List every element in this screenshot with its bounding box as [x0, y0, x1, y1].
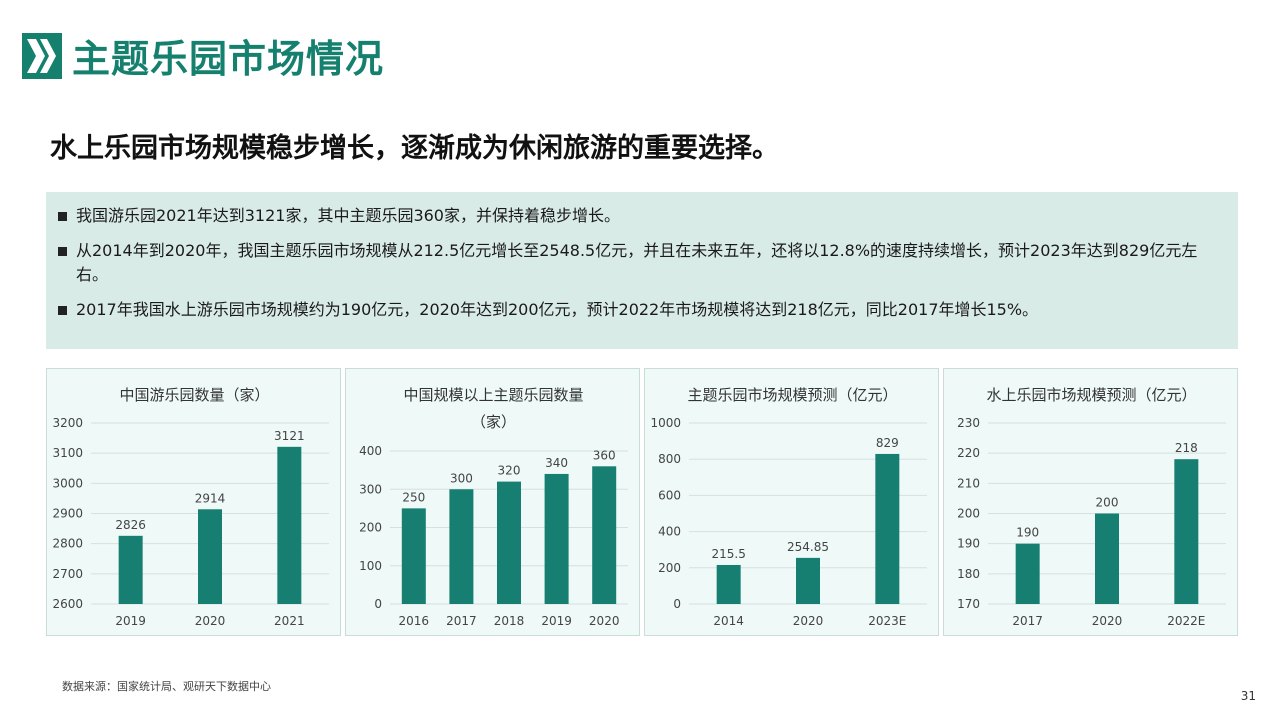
y-tick-label: 1000 — [650, 416, 681, 430]
page-subtitle: 水上乐园市场规模稳步增长，逐渐成为休闲旅游的重要选择。 — [50, 133, 779, 164]
bar-chart: 主题乐园市场规模预测（亿元） 0 200 400 600 800 1000 215.5 2014… — [650, 386, 927, 628]
y-tick-label: 300 — [359, 482, 382, 496]
bar — [1015, 543, 1040, 604]
bar — [1095, 513, 1119, 604]
y-tick-label: 200 — [359, 521, 382, 535]
data-label: 300 — [450, 471, 473, 485]
bar-chart: 中国游乐园数量（家） 2600 2700 2800 2900 3000 3100 3200 28… — [52, 386, 329, 628]
y-tick-label: 220 — [957, 446, 980, 460]
y-tick-label: 2900 — [52, 507, 83, 521]
bullet-item: 从2014年到2020年，我国主题乐园市场规模从212.5亿元增长至2548.5… — [56, 239, 1224, 287]
y-tick-label: 200 — [957, 507, 980, 521]
x-tick-label: 2014 — [713, 614, 744, 628]
y-tick-label: 2800 — [52, 537, 83, 551]
y-tick-label: 3200 — [52, 416, 83, 430]
page-number: 31 — [1240, 689, 1256, 703]
x-tick-label: 2017 — [1012, 614, 1043, 628]
bar — [544, 473, 569, 604]
y-tick-label: 0 — [673, 597, 681, 611]
data-label: 360 — [593, 448, 616, 462]
y-tick-label: 200 — [658, 561, 681, 575]
x-tick-label: 2020 — [1092, 614, 1123, 628]
bar — [1174, 459, 1199, 604]
data-label: 3121 — [274, 429, 305, 443]
y-tick-label: 180 — [957, 567, 980, 581]
y-tick-label: 400 — [359, 444, 382, 458]
y-tick-label: 230 — [957, 416, 980, 430]
data-label: 2826 — [115, 518, 146, 532]
chart-title: 主题乐园市场规模预测（亿元） — [687, 386, 897, 404]
data-label: 829 — [876, 436, 899, 450]
bar — [449, 489, 474, 604]
bar — [875, 453, 900, 604]
chart-title: （家） — [471, 413, 516, 431]
chart-title: 水上乐园市场规模预测（亿元） — [986, 386, 1196, 404]
bar — [796, 557, 820, 604]
x-tick-label: 2023E — [868, 614, 906, 628]
data-label: 2914 — [195, 491, 226, 505]
chart-panel-water-park-market: 水上乐园市场规模预测（亿元） 170 180 190 200 210 220 230 190 20… — [943, 368, 1238, 636]
y-tick-label: 0 — [374, 597, 382, 611]
chart-title: 中国规模以上主题乐园数量 — [403, 386, 583, 404]
page-title: 主题乐园市场情况 — [72, 37, 385, 81]
x-tick-label: 2016 — [399, 614, 430, 628]
bar — [277, 446, 302, 604]
x-tick-label: 2020 — [589, 614, 620, 628]
x-tick-label: 2022E — [1167, 614, 1205, 628]
summary-box: 我国游乐园2021年达到3121家，其中主题乐园360家，并保持着稳步增长。 从… — [46, 192, 1238, 349]
x-tick-label: 2017 — [446, 614, 477, 628]
data-label: 320 — [498, 464, 521, 478]
y-tick-label: 170 — [957, 597, 980, 611]
data-label: 200 — [1096, 496, 1119, 510]
x-tick-label: 2018 — [494, 614, 525, 628]
y-tick-label: 2600 — [52, 597, 83, 611]
bar-chart: 中国规模以上主题乐园数量 （家） 0 100 200 300 400 250 2016 300 20… — [359, 386, 628, 628]
y-tick-label: 800 — [658, 452, 681, 466]
data-label: 254.85 — [787, 540, 829, 554]
data-label: 218 — [1175, 441, 1198, 455]
x-tick-label: 2020 — [793, 614, 824, 628]
bullet-item: 2017年我国水上游乐园市场规模约为190亿元，2020年达到200亿元，预计2… — [56, 298, 1224, 322]
y-tick-label: 100 — [359, 559, 382, 573]
bar — [401, 508, 426, 604]
y-tick-label: 190 — [957, 537, 980, 551]
chevron-icon — [22, 33, 62, 79]
y-tick-label: 600 — [658, 488, 681, 502]
x-tick-label: 2019 — [541, 614, 572, 628]
y-tick-label: 3100 — [52, 446, 83, 460]
y-tick-label: 2700 — [52, 567, 83, 581]
data-label: 215.5 — [711, 547, 745, 561]
chart-panel-theme-park-market: 主题乐园市场规模预测（亿元） 0 200 400 600 800 1000 215.5 2014… — [644, 368, 939, 636]
chart-panel-amusement-parks: 中国游乐园数量（家） 2600 2700 2800 2900 3000 3100 3200 28… — [46, 368, 341, 636]
y-tick-label: 400 — [658, 525, 681, 539]
x-tick-label: 2020 — [195, 614, 226, 628]
chart-panel-theme-parks: 中国规模以上主题乐园数量 （家） 0 100 200 300 400 250 2016 300 20… — [345, 368, 640, 636]
bar — [716, 564, 741, 604]
data-label: 190 — [1016, 526, 1039, 540]
bullet-item: 我国游乐园2021年达到3121家，其中主题乐园360家，并保持着稳步增长。 — [56, 204, 1224, 228]
bar — [497, 481, 521, 604]
data-label: 250 — [402, 490, 425, 504]
bar — [118, 535, 143, 604]
bar — [198, 509, 222, 604]
data-label: 340 — [545, 456, 568, 470]
x-tick-label: 2019 — [115, 614, 146, 628]
y-tick-label: 210 — [957, 476, 980, 490]
chart-title: 中国游乐园数量（家） — [119, 386, 269, 404]
bar-chart: 水上乐园市场规模预测（亿元） 170 180 190 200 210 220 230 190 20… — [957, 386, 1226, 628]
data-source-note: 数据来源：国家统计局、观研天下数据中心 — [62, 680, 271, 693]
x-tick-label: 2021 — [274, 614, 305, 628]
y-tick-label: 3000 — [52, 476, 83, 490]
bar — [592, 466, 617, 604]
